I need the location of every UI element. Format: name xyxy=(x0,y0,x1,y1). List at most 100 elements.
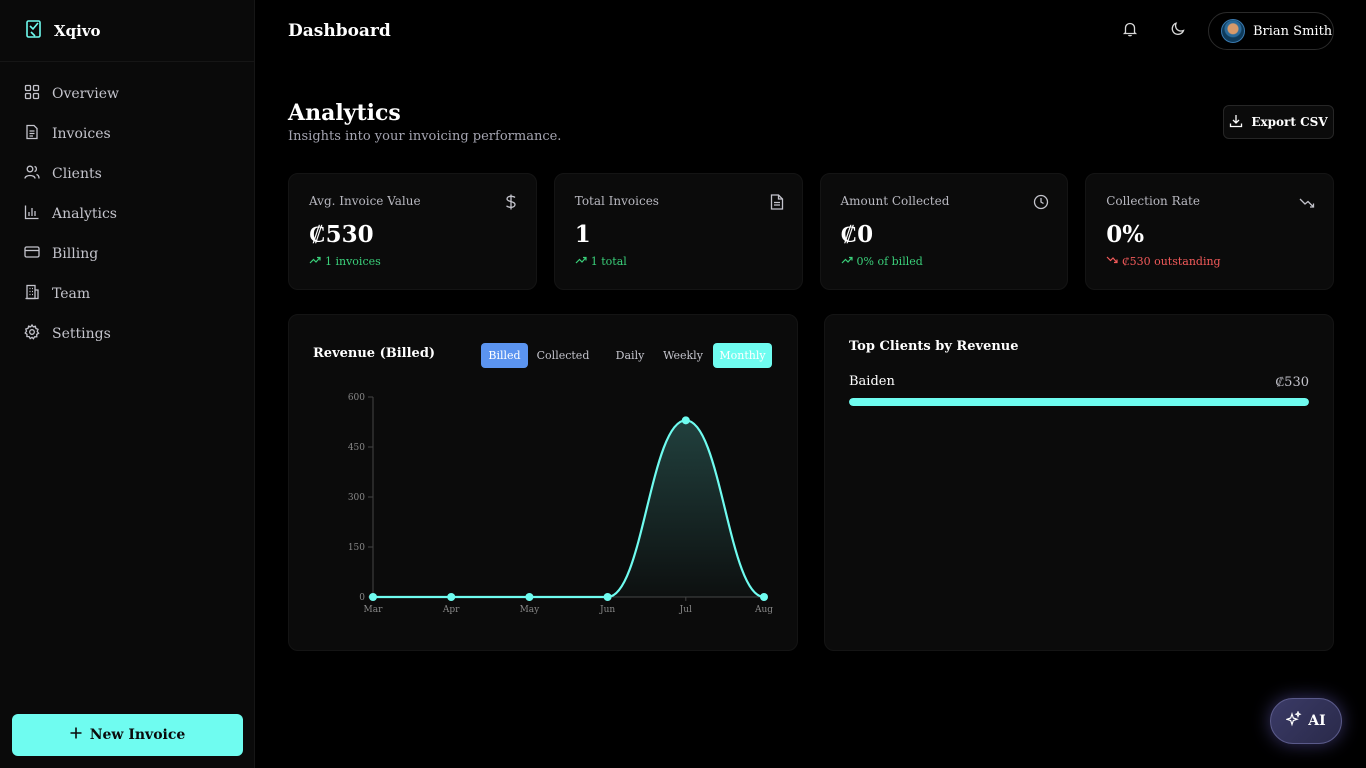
y-tick-label: 300 xyxy=(348,493,365,503)
tab-daily[interactable]: Daily xyxy=(609,343,651,368)
dollar-icon xyxy=(504,194,518,214)
stat-label: Amount Collected xyxy=(840,194,950,208)
sidebar-item-settings[interactable]: Settings xyxy=(0,314,254,354)
stat-card-avg-invoice: Avg. Invoice Value ₡530 1 invoices xyxy=(288,173,537,290)
y-tick-label: 0 xyxy=(359,593,365,603)
sidebar-item-overview[interactable]: Overview xyxy=(0,74,254,114)
tab-weekly[interactable]: Weekly xyxy=(659,343,707,368)
avatar xyxy=(1221,19,1245,43)
data-point-mar xyxy=(369,593,377,601)
trending-up-icon xyxy=(575,255,587,268)
data-point-may xyxy=(525,593,534,601)
brand[interactable]: Xqivo xyxy=(0,0,254,62)
stat-trend-text: 0% of billed xyxy=(856,255,923,268)
sidebar-item-label: Billing xyxy=(52,246,99,262)
export-csv-label: Export CSV xyxy=(1251,115,1328,129)
sidebar-item-invoices[interactable]: Invoices xyxy=(0,114,254,154)
data-point-jul xyxy=(681,416,690,425)
new-invoice-button[interactable]: New Invoice xyxy=(12,714,243,756)
stat-trend: ₡530 outstanding xyxy=(1106,255,1221,268)
moon-icon xyxy=(1170,21,1186,41)
x-tick-label: Jul xyxy=(679,605,692,615)
stat-value: ₡530 xyxy=(309,221,374,248)
users-icon xyxy=(24,164,40,184)
tab-billed[interactable]: Billed xyxy=(481,343,528,368)
ai-assistant-button[interactable]: AI xyxy=(1270,698,1342,744)
logo-icon xyxy=(24,19,44,43)
data-point-apr xyxy=(447,593,456,601)
client-row: Baiden ₡530 xyxy=(849,374,1309,390)
notifications-button[interactable] xyxy=(1106,13,1154,49)
trending-up-icon xyxy=(309,255,321,268)
bell-icon xyxy=(1122,21,1138,41)
x-tick-label: May xyxy=(520,605,541,615)
download-icon xyxy=(1229,114,1243,131)
sidebar: Xqivo Overview Invoices Clients Analytic… xyxy=(0,0,255,768)
trending-down-icon xyxy=(1106,255,1118,268)
data-point-jun xyxy=(603,593,612,601)
sidebar-item-clients[interactable]: Clients xyxy=(0,154,254,194)
trending-down-icon xyxy=(1299,194,1315,213)
tab-collected[interactable]: Collected xyxy=(533,343,593,368)
clients-title: Top Clients by Revenue xyxy=(849,339,1019,354)
sidebar-item-analytics[interactable]: Analytics xyxy=(0,194,254,234)
x-tick-label: Apr xyxy=(442,605,460,615)
stat-trend: 1 total xyxy=(575,255,627,268)
revenue-chart-card: Revenue (Billed) Billed Collected Daily … xyxy=(288,314,798,651)
section-title: Analytics xyxy=(288,100,401,126)
y-tick-label: 600 xyxy=(348,393,365,403)
sparkles-icon xyxy=(1285,710,1302,731)
gear-icon xyxy=(24,323,40,344)
x-tick-label: Jun xyxy=(599,605,615,615)
sidebar-item-label: Clients xyxy=(52,166,102,182)
sidebar-item-label: Settings xyxy=(52,326,111,342)
client-name: Baiden xyxy=(849,374,895,389)
document-icon xyxy=(770,194,784,214)
file-icon xyxy=(24,124,40,144)
stats-row: Avg. Invoice Value ₡530 1 invoices Total… xyxy=(288,173,1334,290)
stat-label: Total Invoices xyxy=(574,194,659,208)
sidebar-item-label: Team xyxy=(52,286,91,302)
sidebar-item-label: Overview xyxy=(52,86,120,102)
y-tick-label: 150 xyxy=(348,543,365,553)
data-point-aug xyxy=(760,593,768,601)
stat-value: 0% xyxy=(1106,221,1145,248)
ai-label: AI xyxy=(1308,713,1326,729)
top-clients-card: Top Clients by Revenue Baiden ₡530 xyxy=(824,314,1334,651)
bar-chart-icon xyxy=(24,204,40,224)
client-amount: ₡530 xyxy=(1275,375,1309,390)
stat-trend-text: 1 total xyxy=(590,255,627,268)
stat-trend: 1 invoices xyxy=(309,255,381,268)
stat-value: 1 xyxy=(574,221,591,248)
theme-toggle-button[interactable] xyxy=(1154,13,1202,49)
sidebar-nav: Overview Invoices Clients Analytics Bill… xyxy=(0,62,254,354)
plus-icon xyxy=(70,727,82,743)
stat-label: Avg. Invoice Value xyxy=(309,194,421,208)
stat-label: Collection Rate xyxy=(1106,194,1200,208)
user-name: Brian Smith xyxy=(1253,23,1333,39)
section-subtitle: Insights into your invoicing performance… xyxy=(288,129,562,144)
trending-up-icon xyxy=(841,255,853,268)
chart-title: Revenue (Billed) xyxy=(313,346,436,361)
sidebar-item-label: Analytics xyxy=(52,206,117,222)
grid-icon xyxy=(24,84,40,104)
clock-icon xyxy=(1033,194,1049,214)
x-tick-label: Mar xyxy=(364,605,384,615)
sidebar-item-team[interactable]: Team xyxy=(0,274,254,314)
stat-trend-text: ₡530 outstanding xyxy=(1122,255,1221,268)
stat-trend-text: 1 invoices xyxy=(325,255,381,268)
export-csv-button[interactable]: Export CSV xyxy=(1223,105,1334,139)
stat-card-total-invoices: Total Invoices 1 1 total xyxy=(553,173,803,290)
x-tick-label: Aug xyxy=(754,605,773,615)
client-revenue-bar-fill xyxy=(849,398,1309,406)
header-actions: Brian Smith xyxy=(1106,12,1334,50)
revenue-area xyxy=(373,420,764,597)
user-menu[interactable]: Brian Smith xyxy=(1208,12,1334,50)
sidebar-item-billing[interactable]: Billing xyxy=(0,234,254,274)
tab-monthly[interactable]: Monthly xyxy=(713,343,772,368)
stat-value: ₡0 xyxy=(840,221,874,248)
page-title: Dashboard xyxy=(288,21,391,41)
credit-card-icon xyxy=(24,244,40,264)
new-invoice-label: New Invoice xyxy=(89,727,186,743)
stat-card-collection-rate: Collection Rate 0% ₡530 outstanding xyxy=(1085,173,1334,290)
